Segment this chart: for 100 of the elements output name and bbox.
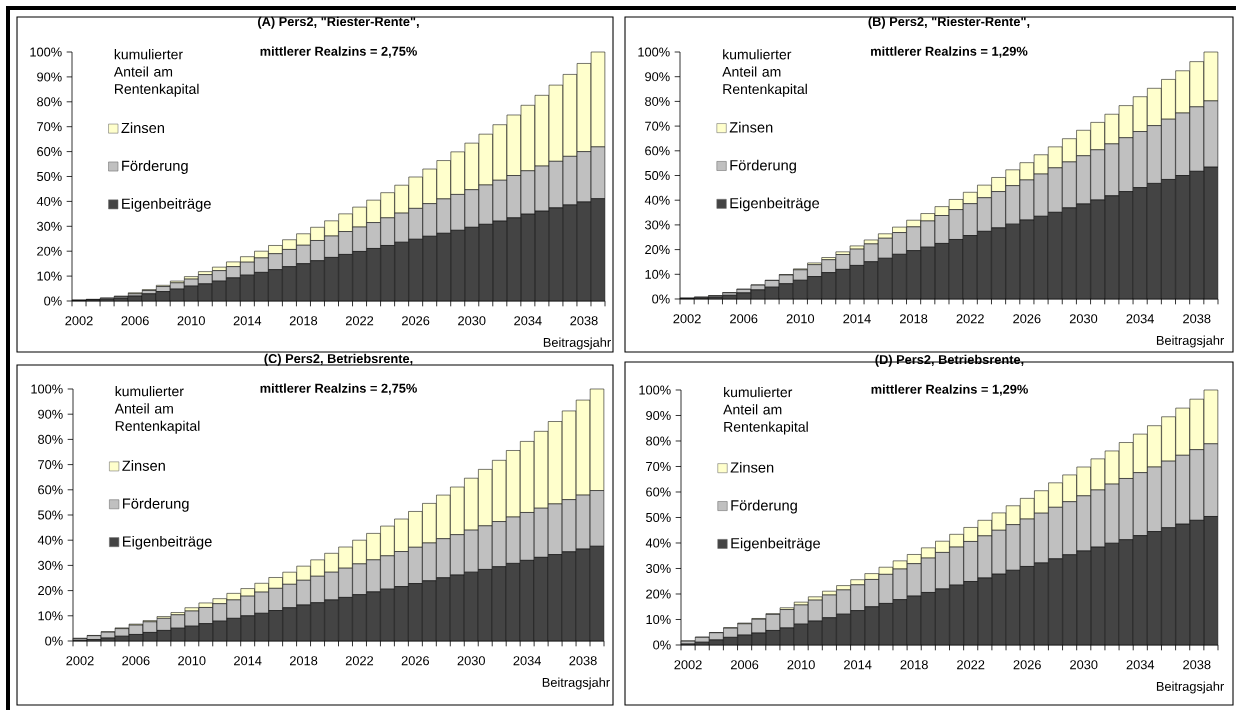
x-tick-label: 2010 (178, 656, 206, 666)
x-tick-label: 2038 (1183, 660, 1211, 670)
chart-title: (B) Pers2, "Riester-Rente", (868, 16, 1030, 29)
y-tick-label: 60% (645, 146, 670, 156)
y-axis-title: kumulierter Anteil am Rentenkapital (723, 386, 808, 435)
x-tick-label: 2026 (402, 316, 430, 326)
x-tick-label: 2034 (513, 656, 541, 666)
y-tick-label: 90% (38, 409, 63, 419)
chart-title: (A) Pers2, "Riester-Rente", (258, 16, 419, 29)
y-tick-label: 100% (31, 384, 63, 394)
x-tick-label: 2018 (289, 656, 318, 666)
y-tick-label: 0% (44, 296, 62, 306)
x-tick-label: 2034 (514, 316, 542, 326)
x-tick-label: 2034 (1126, 314, 1154, 324)
x-tick-label: 2026 (1013, 660, 1041, 670)
y-tick-label: 70% (38, 460, 63, 470)
y-tick-label: 10% (38, 611, 63, 621)
legend-label: Eigenbeiträge (122, 198, 211, 212)
x-tick-label: 2006 (121, 316, 149, 326)
x-tick-label: 2022 (957, 660, 985, 670)
y-tick-label: 80% (37, 97, 62, 107)
chart-subtitle: mittlerer Realzins = 1,29% (871, 46, 1028, 58)
x-tick-label: 2014 (234, 656, 262, 666)
y-tick-label: 30% (38, 560, 63, 570)
legend-label: Förderung (730, 159, 796, 174)
x-tick-label: 2010 (177, 316, 205, 326)
y-tick-label: 10% (645, 269, 670, 279)
x-tick-label: 2030 (457, 656, 485, 666)
chart-title: (D) Pers2, Betriebsrente, (875, 354, 1024, 367)
y-tick-label: 20% (37, 246, 62, 256)
x-tick-label: 2018 (900, 660, 928, 670)
y-tick-label: 80% (646, 436, 671, 446)
y-tick-label: 10% (646, 614, 671, 625)
chart-subtitle: mittlerer Realzins = 1,29% (871, 384, 1028, 396)
x-tick-label: 2014 (843, 314, 871, 324)
y-axis-title: kumulierter Anteil am Rentenkapital (114, 385, 200, 434)
x-tick-label: 2030 (458, 316, 486, 326)
chart-subtitle: mittlerer Realzins = 2,75% (260, 383, 417, 395)
y-tick-label: 20% (645, 245, 670, 255)
y-tick-label: 70% (645, 121, 670, 131)
y-tick-label: 0% (653, 640, 671, 650)
x-tick-label: 2018 (900, 314, 928, 324)
x-tick-label: 2038 (1183, 314, 1211, 324)
y-tick-label: 10% (37, 271, 62, 281)
x-tick-label: 2010 (786, 314, 815, 324)
y-tick-label: 20% (646, 589, 671, 599)
legend-label: Zinsen (122, 460, 165, 471)
x-tick-label: 2002 (65, 316, 93, 326)
x-tick-label: 2038 (570, 316, 598, 326)
y-tick-label: 70% (646, 461, 671, 472)
x-tick-label: 2002 (674, 660, 702, 670)
x-tick-label: 2010 (787, 660, 815, 670)
y-tick-label: 100% (639, 385, 671, 395)
y-tick-label: 90% (37, 72, 62, 82)
y-tick-label: 0% (45, 636, 63, 646)
x-tick-label: 2030 (1070, 660, 1098, 670)
y-tick-label: 30% (37, 221, 62, 231)
legend-label: Eigenbeiträge (731, 537, 821, 552)
x-tick-label: 2030 (1069, 314, 1098, 324)
y-tick-label: 100% (638, 47, 670, 57)
x-axis-title: Beitragsjahr (542, 677, 610, 690)
x-axis-title: Beitragsjahr (1156, 681, 1224, 694)
y-tick-label: 50% (38, 510, 63, 520)
legend-label: Förderung (122, 160, 188, 174)
legend-label: Zinsen (729, 121, 773, 133)
x-tick-label: 2026 (1013, 314, 1041, 324)
x-tick-label: 2026 (401, 656, 430, 666)
x-tick-label: 2006 (122, 656, 150, 666)
y-tick-label: 50% (646, 512, 671, 523)
y-tick-label: 60% (38, 485, 63, 495)
y-tick-label: 80% (645, 96, 670, 106)
y-tick-label: 30% (645, 220, 670, 230)
x-tick-label: 2022 (345, 656, 374, 666)
x-axis-title: Beitragsjahr (1156, 335, 1224, 348)
y-tick-label: 40% (645, 538, 671, 548)
y-tick-label: 40% (36, 196, 62, 206)
y-tick-label: 40% (644, 195, 670, 205)
y-tick-label: 50% (37, 171, 62, 182)
y-tick-label: 100% (30, 47, 62, 57)
legend-label: Förderung (731, 499, 797, 514)
x-tick-label: 2014 (844, 660, 872, 670)
x-tick-label: 2002 (66, 656, 94, 666)
x-tick-label: 2018 (289, 316, 318, 326)
legend-label: Zinsen (730, 461, 774, 473)
y-tick-label: 60% (37, 147, 62, 157)
y-tick-label: 60% (646, 487, 671, 497)
x-tick-label: 2022 (956, 314, 984, 324)
legend-label: Eigenbeiträge (123, 535, 212, 550)
x-tick-label: 2014 (233, 316, 262, 326)
legend-label: Zinsen (121, 122, 164, 134)
x-tick-label: 2038 (569, 656, 597, 666)
x-tick-label: 2002 (673, 314, 701, 324)
x-tick-label: 2022 (345, 316, 374, 326)
y-tick-label: 90% (645, 72, 670, 82)
y-tick-label: 20% (38, 586, 63, 596)
x-tick-label: 2006 (730, 314, 758, 324)
y-tick-label: 70% (37, 122, 62, 132)
y-axis-title: kumulierter Anteil am Rentenkapital (113, 49, 199, 97)
chart-subtitle: mittlerer Realzins = 2,75% (260, 46, 417, 58)
legend-label: Eigenbeiträge (730, 197, 820, 212)
